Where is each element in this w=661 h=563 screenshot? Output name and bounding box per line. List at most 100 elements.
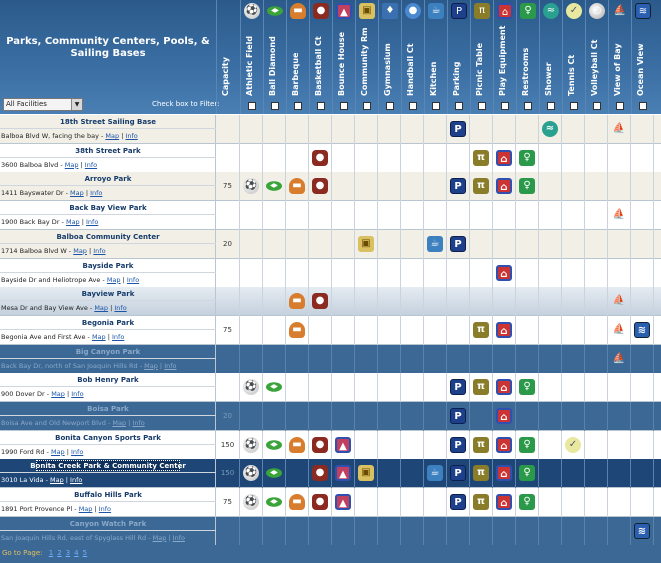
info-link[interactable]: Info [172, 533, 185, 542]
amenity-cell-community [355, 488, 378, 518]
amenity-cell-basketball: ● [309, 430, 332, 460]
info-link[interactable]: Info [114, 304, 127, 313]
info-link[interactable]: Info [90, 189, 103, 198]
filter-checkbox-restrooms[interactable] [524, 102, 532, 110]
filter-checkbox-handball[interactable] [409, 102, 417, 110]
filter-checkbox-picnic[interactable] [478, 102, 486, 110]
column-header-shower: ≈ Shower [539, 0, 562, 114]
table-row[interactable]: Back Bay View Park 1900 Back Bay Dr - Map… [0, 201, 661, 231]
table-row[interactable]: Canyon Watch Park San Joaquin Hills Rd, e… [0, 516, 661, 546]
amenity-cell-picnic [470, 258, 493, 288]
facility-name[interactable]: Arroyo Park [0, 172, 216, 187]
facility-name[interactable]: Balboa Community Center [0, 230, 216, 244]
map-link[interactable]: Map [91, 332, 106, 341]
amenity-cell-restrooms: ♀ [516, 373, 539, 403]
address-text: Boisa Ave and Old Newport Blvd - [1, 419, 113, 427]
info-link[interactable]: Info [132, 419, 145, 427]
facility-name[interactable]: Canyon Watch Park [0, 517, 216, 531]
table-row[interactable]: 38th Street Park 3600 Balboa Blvd - Map |… [0, 143, 661, 173]
facility-name[interactable]: Buffalo Hills Park [0, 488, 216, 503]
filter-checkbox-community[interactable] [363, 102, 371, 110]
facility-filter-select[interactable]: All Facilities ▼ [3, 98, 83, 111]
facility-name[interactable]: Bonita Canyon Sports Park [0, 431, 216, 445]
facility-name[interactable]: Back Bay View Park [0, 201, 216, 216]
page-link[interactable]: 5 [82, 549, 88, 557]
facility-name[interactable]: Boisa Park [0, 402, 216, 416]
filter-checkbox-diamond[interactable] [271, 102, 279, 110]
filter-checkbox-parking[interactable] [455, 102, 463, 110]
page-link[interactable]: 4 [74, 549, 79, 557]
info-link[interactable]: Info [125, 132, 138, 140]
info-link[interactable]: Info [71, 390, 84, 399]
table-row[interactable]: Bonita Creek Park & Community Center 3010… [0, 459, 661, 489]
filter-checkbox-bayview[interactable] [616, 102, 624, 110]
map-link[interactable]: Map [49, 476, 64, 485]
filter-checkbox-athletic[interactable] [248, 102, 256, 110]
map-link[interactable]: Map [106, 275, 121, 284]
amenity-cell-picnic: π [470, 430, 493, 460]
filter-checkbox-gym[interactable] [386, 102, 394, 110]
amenity-cell-restrooms [516, 516, 539, 546]
table-row[interactable]: Bob Henry Park 900 Dover Dr - Map | Info ⚽… [0, 373, 661, 403]
filter-checkbox-kitchen[interactable] [432, 102, 440, 110]
info-link[interactable]: Info [70, 476, 83, 485]
map-link[interactable]: Map [51, 390, 65, 399]
column-label: Community Rm [360, 27, 369, 97]
column-label: Athletic Field [245, 35, 254, 96]
map-link[interactable]: Map [50, 447, 65, 456]
page-link[interactable]: 2 [57, 549, 62, 557]
table-row[interactable]: Big Canyon Park Back Bay Dr, north of San… [0, 344, 661, 374]
table-row[interactable]: Boisa Park Boisa Ave and Old Newport Blvd… [0, 402, 661, 431]
info-link[interactable]: Info [126, 275, 140, 284]
map-link[interactable]: Map [144, 361, 158, 370]
info-link[interactable]: Info [71, 447, 84, 456]
filter-checkbox-bounce[interactable] [340, 102, 348, 110]
table-row[interactable]: Begonia Park Begonia Ave and First Ave - … [0, 315, 661, 345]
facility-name[interactable]: 38th Street Park [0, 144, 216, 158]
info-link[interactable]: Info [112, 332, 125, 341]
filter-checkbox-shower[interactable] [547, 102, 555, 110]
info-link[interactable]: Info [84, 160, 98, 169]
amenity-cell-basketball: ● [309, 459, 332, 489]
facility-name[interactable]: Bonita Creek Park & Community Center [0, 459, 216, 474]
table-row[interactable]: Balboa Community Center 1714 Balboa Blvd … [0, 229, 661, 259]
map-link[interactable]: Map [78, 505, 93, 514]
filter-checkbox-basketball[interactable] [317, 102, 325, 110]
facility-name[interactable]: Bayview Park [0, 287, 216, 302]
facility-name[interactable]: Bob Henry Park [0, 373, 216, 388]
amenity-cell-oceanview [631, 402, 654, 431]
facility-name[interactable]: Begonia Park [0, 316, 216, 330]
info-link[interactable]: Info [93, 246, 106, 255]
chevron-down-icon[interactable]: ▼ [71, 99, 82, 110]
amenity-cell-restrooms: ♀ [516, 172, 539, 202]
facility-name[interactable]: Big Canyon Park [0, 345, 216, 359]
filter-checkbox-tennis[interactable] [570, 102, 578, 110]
info-link[interactable]: Info [164, 361, 177, 370]
filter-checkbox-play[interactable] [501, 102, 509, 110]
info-link[interactable]: Info [98, 505, 112, 514]
map-link[interactable]: Map [94, 304, 109, 313]
table-row[interactable]: 18th Street Sailing Base Balboa Blvd W, f… [0, 115, 661, 144]
facility-name[interactable]: Bayside Park [0, 259, 216, 273]
page-link[interactable]: 1 [48, 549, 54, 557]
filter-checkbox-oceanview[interactable] [639, 102, 647, 110]
map-link[interactable]: Map [152, 533, 167, 542]
facility-name[interactable]: 18th Street Sailing Base [0, 115, 216, 129]
map-link[interactable]: Map [73, 246, 87, 255]
amenity-cell-tennis [562, 115, 585, 144]
amenity-cell-diamond [263, 516, 286, 546]
map-link[interactable]: Map [105, 132, 120, 140]
table-row[interactable]: Buffalo Hills Park 1891 Port Provence Pl … [0, 488, 661, 518]
map-link[interactable]: Map [64, 160, 79, 169]
map-link[interactable]: Map [112, 419, 127, 427]
map-link[interactable]: Map [65, 218, 80, 227]
info-link[interactable]: Info [86, 218, 99, 227]
page-link[interactable]: 3 [65, 549, 71, 557]
filter-checkbox-bbq[interactable] [294, 102, 302, 110]
filter-checkbox-volleyball[interactable] [593, 102, 601, 110]
table-row[interactable]: Arroyo Park 1411 Bayswater Dr - Map | Inf… [0, 172, 661, 202]
table-row[interactable]: Bayview Park Mesa Dr and Bay View Ave - M… [0, 287, 661, 317]
table-row[interactable]: Bonita Canyon Sports Park 1990 Ford Rd - … [0, 430, 661, 460]
map-link[interactable]: Map [70, 189, 84, 198]
table-row[interactable]: Bayside Park Bayside Dr and Heliotrope Av… [0, 258, 661, 288]
